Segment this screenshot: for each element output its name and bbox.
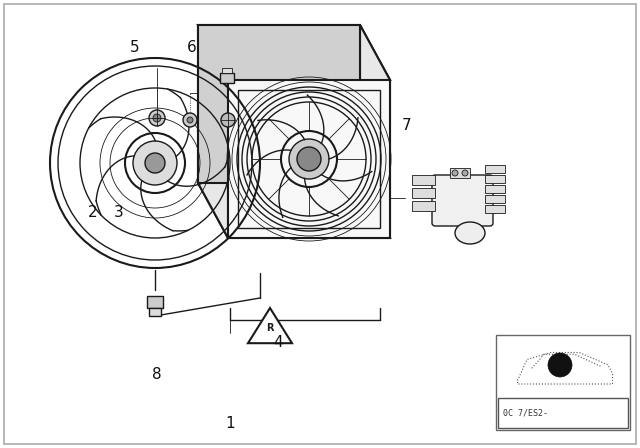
- Bar: [498, 398, 628, 428]
- Text: 4: 4: [273, 335, 284, 350]
- Circle shape: [462, 170, 468, 176]
- Circle shape: [221, 113, 235, 127]
- Bar: [149, 308, 161, 316]
- Circle shape: [153, 114, 161, 122]
- Bar: [222, 68, 232, 73]
- Circle shape: [145, 153, 165, 173]
- Text: 3: 3: [113, 205, 124, 220]
- Bar: [485, 195, 505, 203]
- Circle shape: [133, 141, 177, 185]
- Bar: [485, 165, 505, 173]
- Polygon shape: [198, 183, 390, 238]
- Polygon shape: [198, 25, 360, 183]
- Bar: [450, 168, 470, 178]
- Text: 8: 8: [152, 366, 162, 382]
- Circle shape: [452, 170, 458, 176]
- Polygon shape: [228, 80, 390, 238]
- Text: 0C 7/ES2-: 0C 7/ES2-: [503, 409, 548, 418]
- Text: R: R: [266, 323, 274, 333]
- Circle shape: [183, 113, 197, 127]
- Polygon shape: [198, 25, 390, 80]
- Bar: [412, 175, 435, 185]
- Polygon shape: [198, 25, 228, 238]
- Bar: [412, 188, 435, 198]
- Text: 7: 7: [401, 118, 412, 133]
- Bar: [485, 185, 505, 193]
- Text: 2: 2: [88, 205, 98, 220]
- Circle shape: [548, 353, 572, 377]
- Circle shape: [187, 117, 193, 123]
- Text: 5: 5: [129, 39, 140, 55]
- Bar: [485, 205, 505, 213]
- Bar: [485, 175, 505, 183]
- Text: 1: 1: [225, 416, 236, 431]
- Circle shape: [297, 147, 321, 171]
- Text: 6: 6: [187, 39, 197, 55]
- Polygon shape: [360, 25, 390, 238]
- Bar: [147, 296, 163, 308]
- Circle shape: [149, 110, 165, 126]
- Bar: [496, 335, 630, 430]
- Bar: [412, 201, 435, 211]
- Circle shape: [289, 139, 329, 179]
- Bar: [220, 73, 234, 83]
- Polygon shape: [248, 308, 292, 343]
- Ellipse shape: [455, 222, 485, 244]
- FancyBboxPatch shape: [432, 175, 493, 226]
